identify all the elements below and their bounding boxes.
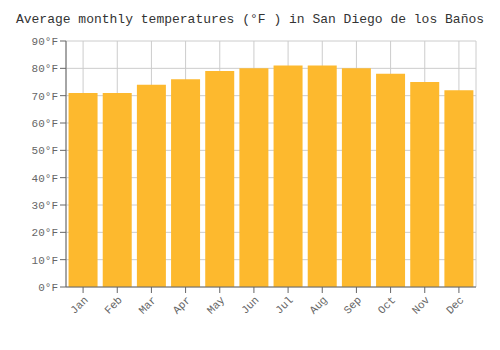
svg-text:0°F: 0°F xyxy=(38,282,58,294)
svg-text:40°F: 40°F xyxy=(32,173,58,185)
svg-text:70°F: 70°F xyxy=(32,91,58,103)
svg-text:90°F: 90°F xyxy=(32,36,58,48)
svg-text:Apr: Apr xyxy=(171,294,193,316)
svg-text:Oct: Oct xyxy=(376,294,398,316)
svg-text:Jun: Jun xyxy=(239,294,261,316)
svg-text:30°F: 30°F xyxy=(32,200,58,212)
svg-text:Sep: Sep xyxy=(342,294,364,316)
svg-text:Jul: Jul xyxy=(273,294,295,316)
svg-text:Jan: Jan xyxy=(68,294,90,316)
svg-text:50°F: 50°F xyxy=(32,145,58,157)
svg-text:Nov: Nov xyxy=(410,294,433,317)
svg-text:Aug: Aug xyxy=(307,294,329,316)
svg-text:60°F: 60°F xyxy=(32,118,58,130)
html-text:Average monthly temperatures (: Average monthly temperatures (°F ) in Sa… xyxy=(16,12,484,27)
svg-text:Mar: Mar xyxy=(137,294,159,316)
svg-text:Dec: Dec xyxy=(444,294,466,316)
svg-text:May: May xyxy=(205,294,228,317)
svg-text:Feb: Feb xyxy=(102,294,124,316)
svg-text:20°F: 20°F xyxy=(32,227,58,239)
svg-text:10°F: 10°F xyxy=(32,255,58,267)
svg-text:80°F: 80°F xyxy=(32,63,58,75)
